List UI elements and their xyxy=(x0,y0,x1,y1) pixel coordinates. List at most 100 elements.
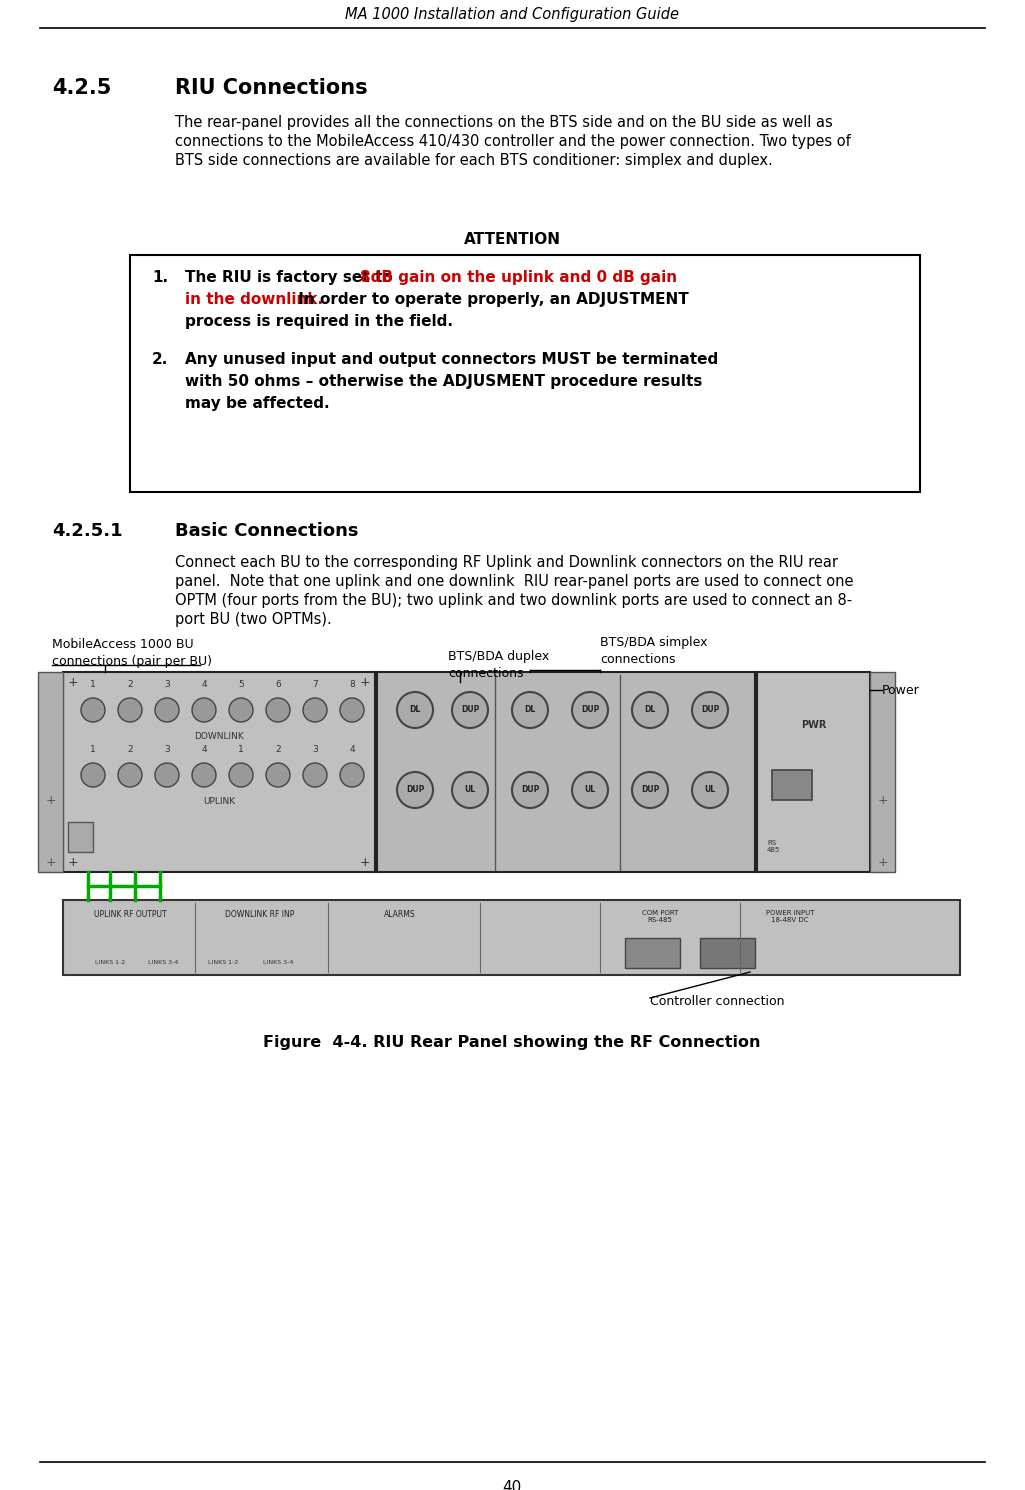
Bar xyxy=(38,672,63,872)
Text: 4: 4 xyxy=(201,679,207,688)
Text: ATTENTION: ATTENTION xyxy=(463,232,561,247)
Circle shape xyxy=(452,772,488,808)
Text: 6: 6 xyxy=(275,679,281,688)
Text: +: + xyxy=(877,855,888,869)
Text: 4: 4 xyxy=(201,745,207,754)
Text: LINKS 1-2: LINKS 1-2 xyxy=(208,961,238,966)
Bar xyxy=(130,255,920,492)
Text: 4.2.5.1: 4.2.5.1 xyxy=(52,522,123,539)
Circle shape xyxy=(192,763,216,787)
Text: PWR: PWR xyxy=(801,720,826,730)
Text: connections: connections xyxy=(448,668,524,679)
Text: The rear-panel provides all the connections on the BTS side and on the BU side a: The rear-panel provides all the connecti… xyxy=(175,115,832,130)
Text: DUP: DUP xyxy=(461,705,480,715)
Text: LINKS 3-4: LINKS 3-4 xyxy=(148,961,178,966)
Circle shape xyxy=(229,697,253,723)
Text: OPTM (four ports from the BU); two uplink and two downlink ports are used to con: OPTM (four ports from the BU); two uplin… xyxy=(175,593,852,608)
Text: 8: 8 xyxy=(350,679,355,688)
Text: 40: 40 xyxy=(502,1480,522,1490)
Circle shape xyxy=(340,697,364,723)
Text: with 50 ohms – otherwise the ADJUSMENT procedure results: with 50 ohms – otherwise the ADJUSMENT p… xyxy=(184,374,702,389)
Bar xyxy=(63,900,960,974)
Text: DOWNLINK: DOWNLINK xyxy=(194,732,244,741)
Circle shape xyxy=(340,763,364,787)
Text: In order to operate properly, an ADJUSTMENT: In order to operate properly, an ADJUSTM… xyxy=(292,292,688,307)
Circle shape xyxy=(632,772,668,808)
Circle shape xyxy=(572,691,608,729)
Bar xyxy=(68,822,93,852)
Text: may be affected.: may be affected. xyxy=(184,396,330,411)
Text: connections to the MobileAccess 410/430 controller and the power connection. Two: connections to the MobileAccess 410/430 … xyxy=(175,134,851,149)
Text: +: + xyxy=(360,855,370,869)
Text: DUP: DUP xyxy=(701,705,720,715)
Text: UPLINK: UPLINK xyxy=(203,797,235,806)
Text: The RIU is factory set to: The RIU is factory set to xyxy=(184,270,398,285)
Text: BTS side connections are available for each BTS conditioner: simplex and duplex.: BTS side connections are available for e… xyxy=(175,153,773,168)
Text: COM PORT
RS-485: COM PORT RS-485 xyxy=(642,910,679,922)
Text: +: + xyxy=(360,675,370,688)
Text: BTS/BDA simplex: BTS/BDA simplex xyxy=(600,636,707,650)
Text: +: + xyxy=(45,855,55,869)
Text: DL: DL xyxy=(525,705,536,715)
Circle shape xyxy=(303,763,327,787)
Text: RIU Connections: RIU Connections xyxy=(175,77,368,98)
Bar xyxy=(870,672,895,872)
Text: 2: 2 xyxy=(275,745,281,754)
Text: 4: 4 xyxy=(350,745,355,754)
Text: 2.: 2. xyxy=(152,352,168,367)
Circle shape xyxy=(229,763,253,787)
Text: DUP: DUP xyxy=(406,785,424,794)
Text: connections (pair per BU): connections (pair per BU) xyxy=(52,656,212,668)
Text: 5: 5 xyxy=(238,679,244,688)
Text: UL: UL xyxy=(464,785,476,794)
Circle shape xyxy=(303,697,327,723)
Circle shape xyxy=(572,772,608,808)
Text: DOWNLINK RF INP: DOWNLINK RF INP xyxy=(226,910,295,919)
Circle shape xyxy=(692,772,728,808)
Text: 3: 3 xyxy=(313,745,318,754)
Text: 3: 3 xyxy=(164,679,170,688)
Circle shape xyxy=(155,763,179,787)
Text: DUP: DUP xyxy=(581,705,600,715)
Text: 3: 3 xyxy=(164,745,170,754)
Circle shape xyxy=(155,697,179,723)
Text: POWER INPUT
18-48V DC: POWER INPUT 18-48V DC xyxy=(766,910,814,922)
Text: 1: 1 xyxy=(238,745,244,754)
Text: 2: 2 xyxy=(127,679,133,688)
Text: port BU (two OPTMs).: port BU (two OPTMs). xyxy=(175,612,332,627)
Text: MobileAccess 1000 BU: MobileAccess 1000 BU xyxy=(52,638,194,651)
Text: in the downlink.: in the downlink. xyxy=(184,292,323,307)
Bar xyxy=(700,939,755,969)
Text: DL: DL xyxy=(645,705,656,715)
Text: Basic Connections: Basic Connections xyxy=(175,522,359,539)
Text: ALARMS: ALARMS xyxy=(384,910,416,919)
Text: panel.  Note that one uplink and one downlink  RIU rear-panel ports are used to : panel. Note that one uplink and one down… xyxy=(175,574,854,589)
Text: RS
485: RS 485 xyxy=(767,840,780,852)
Text: MA 1000 Installation and Configuration Guide: MA 1000 Installation and Configuration G… xyxy=(345,6,679,21)
Circle shape xyxy=(118,697,142,723)
Text: UL: UL xyxy=(704,785,715,794)
Text: 2: 2 xyxy=(127,745,133,754)
Circle shape xyxy=(692,691,728,729)
Text: 4.2.5: 4.2.5 xyxy=(52,77,112,98)
Circle shape xyxy=(452,691,488,729)
Text: +: + xyxy=(68,855,78,869)
Text: DL: DL xyxy=(409,705,420,715)
Text: process is required in the field.: process is required in the field. xyxy=(184,314,453,329)
Circle shape xyxy=(512,772,548,808)
Text: DUP: DUP xyxy=(521,785,539,794)
Bar xyxy=(377,672,755,872)
Circle shape xyxy=(397,691,433,729)
Bar xyxy=(772,770,812,800)
Text: 1: 1 xyxy=(90,679,96,688)
Text: Controller connection: Controller connection xyxy=(650,995,784,1009)
Text: 8dB gain on the uplink and 0 dB gain: 8dB gain on the uplink and 0 dB gain xyxy=(360,270,676,285)
Circle shape xyxy=(192,697,216,723)
Text: connections: connections xyxy=(600,653,675,666)
Text: Power: Power xyxy=(882,684,919,696)
Text: +: + xyxy=(68,675,78,688)
Text: LINKS 1-2: LINKS 1-2 xyxy=(95,961,125,966)
Text: +: + xyxy=(877,794,888,806)
Circle shape xyxy=(632,691,668,729)
Bar xyxy=(757,672,870,872)
